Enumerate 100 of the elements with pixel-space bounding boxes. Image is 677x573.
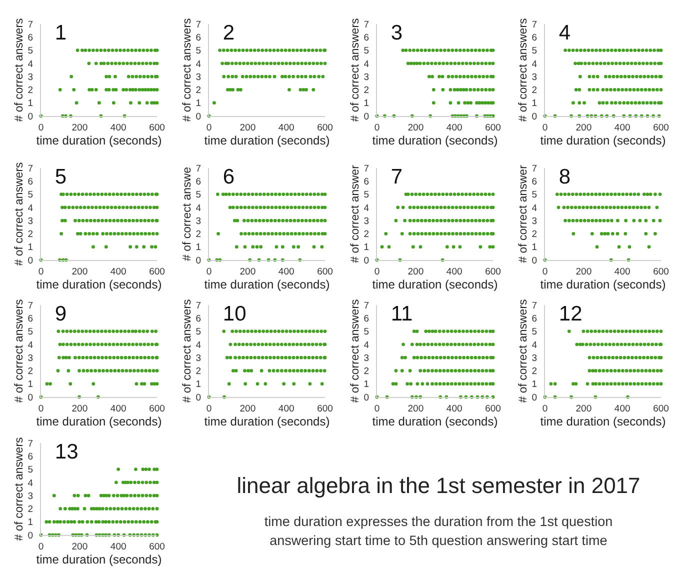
x-tick-label: 400 <box>446 122 462 134</box>
x-axis-title: time duration (seconds) <box>372 133 498 148</box>
y-tick-label: 7 <box>28 163 34 174</box>
chart-title: 5 <box>54 166 67 189</box>
x-axis-title: time duration (seconds) <box>204 414 330 428</box>
y-tick-label: 7 <box>28 438 34 450</box>
y-tick-label: 0 <box>364 392 370 404</box>
y-tick-label: 5 <box>196 326 202 338</box>
chart-title: 11 <box>390 302 413 326</box>
x-tick-label: 600 <box>653 266 669 278</box>
y-tick-label: 3 <box>364 216 370 227</box>
x-tick-label: 200 <box>576 122 592 134</box>
y-tick-label: 7 <box>28 19 34 30</box>
y-tick-label: 3 <box>196 216 202 227</box>
x-tick-label: 0 <box>374 266 380 278</box>
y-tick-label: 4 <box>196 202 202 214</box>
x-axis-title: time duration (seconds) <box>204 277 330 292</box>
y-tick-label: 4 <box>28 340 34 351</box>
y-tick-label: 4 <box>532 202 538 214</box>
x-tick-label: 0 <box>206 122 212 134</box>
x-tick-label: 600 <box>149 266 165 278</box>
y-tick-label: 4 <box>532 58 538 70</box>
y-axis-title: # of correct answers <box>13 436 26 541</box>
y-tick-label: 4 <box>28 58 34 70</box>
y-tick-label: 3 <box>28 352 34 364</box>
x-axis-title: time duration (seconds) <box>36 277 162 292</box>
y-tick-label: 5 <box>196 46 202 57</box>
chart-title: 1 <box>54 22 67 45</box>
x-tick-label: 400 <box>614 266 630 278</box>
y-axis-title: # of correct answers <box>349 298 362 403</box>
x-tick-label: 600 <box>653 122 669 134</box>
y-tick-label: 3 <box>196 72 202 83</box>
y-tick-label: 6 <box>28 32 34 44</box>
y-axis-title: # of correct answers <box>517 298 530 403</box>
y-axis-title: # of correct answer <box>517 164 530 263</box>
chart-title: 3 <box>390 22 403 45</box>
x-tick-label: 0 <box>38 541 44 552</box>
y-tick-label: 4 <box>196 340 202 351</box>
y-tick-label: 6 <box>364 176 370 188</box>
y-tick-label: 3 <box>364 72 370 83</box>
x-tick-label: 200 <box>408 122 424 134</box>
x-axis-title: time duration (seconds) <box>540 133 666 148</box>
x-tick-label: 200 <box>408 266 424 278</box>
y-tick-label: 3 <box>28 490 34 502</box>
y-tick-label: 7 <box>196 163 202 174</box>
y-tick-label: 2 <box>532 229 538 240</box>
y-tick-label: 4 <box>364 340 370 351</box>
x-tick-label: 0 <box>374 122 380 134</box>
y-tick-label: 6 <box>532 32 538 44</box>
x-tick-label: 400 <box>110 541 126 552</box>
y-tick-label: 3 <box>196 352 202 364</box>
x-tick-label: 400 <box>614 122 630 134</box>
y-tick-label: 2 <box>196 229 202 240</box>
y-axis-title: # of correct answe <box>181 167 194 261</box>
x-tick-label: 200 <box>240 266 256 278</box>
y-tick-label: 5 <box>532 326 538 338</box>
y-tick-label: 7 <box>196 300 202 312</box>
x-axis-title: time duration (seconds) <box>372 277 498 292</box>
y-tick-label: 6 <box>196 176 202 188</box>
y-axis-title: # of correct answers <box>349 18 362 122</box>
x-axis-title: time duration (seconds) <box>540 277 666 292</box>
y-tick-label: 7 <box>532 19 538 30</box>
y-axis-title: # of correct answers <box>181 18 194 122</box>
x-tick-label: 0 <box>542 266 548 278</box>
y-tick-label: 5 <box>364 326 370 338</box>
y-tick-label: 7 <box>196 19 202 30</box>
y-tick-label: 1 <box>364 242 370 254</box>
text: time duration expresses the duration from the 1st question answering start time to 5th question answering start time <box>263 513 614 550</box>
x-tick-label: 200 <box>72 541 88 552</box>
y-tick-label: 0 <box>28 392 34 404</box>
chart-title: 13 <box>54 440 78 464</box>
x-tick-label: 400 <box>614 403 630 414</box>
y-tick-label: 1 <box>532 98 538 110</box>
y-tick-label: 4 <box>28 202 34 214</box>
x-tick-label: 600 <box>485 266 501 278</box>
y-tick-label: 5 <box>364 190 370 201</box>
y-tick-label: 4 <box>364 202 370 214</box>
x-tick-label: 200 <box>576 403 592 414</box>
y-tick-label: 3 <box>28 216 34 227</box>
x-tick-label: 0 <box>206 403 212 414</box>
y-tick-label: 6 <box>28 313 34 324</box>
x-tick-label: 200 <box>240 122 256 134</box>
y-tick-label: 7 <box>364 19 370 30</box>
y-tick-label: 4 <box>532 340 538 351</box>
x-tick-label: 200 <box>240 403 256 414</box>
y-tick-label: 0 <box>196 392 202 404</box>
x-tick-label: 200 <box>72 403 88 414</box>
chart-title: 8 <box>558 166 571 189</box>
x-axis-title: time duration (seconds) <box>372 414 498 428</box>
y-tick-label: 1 <box>364 379 370 390</box>
y-tick-label: 6 <box>364 313 370 324</box>
y-tick-label: 7 <box>532 163 538 174</box>
y-tick-label: 2 <box>28 366 34 378</box>
y-tick-label: 5 <box>196 190 202 201</box>
y-tick-label: 1 <box>364 98 370 110</box>
y-tick-label: 2 <box>28 229 34 240</box>
y-axis-title: # of correct answers <box>13 162 26 266</box>
y-tick-label: 3 <box>28 72 34 83</box>
text: linear algebra in the 1st semester in 2017 <box>236 473 642 499</box>
y-tick-label: 0 <box>364 111 370 122</box>
